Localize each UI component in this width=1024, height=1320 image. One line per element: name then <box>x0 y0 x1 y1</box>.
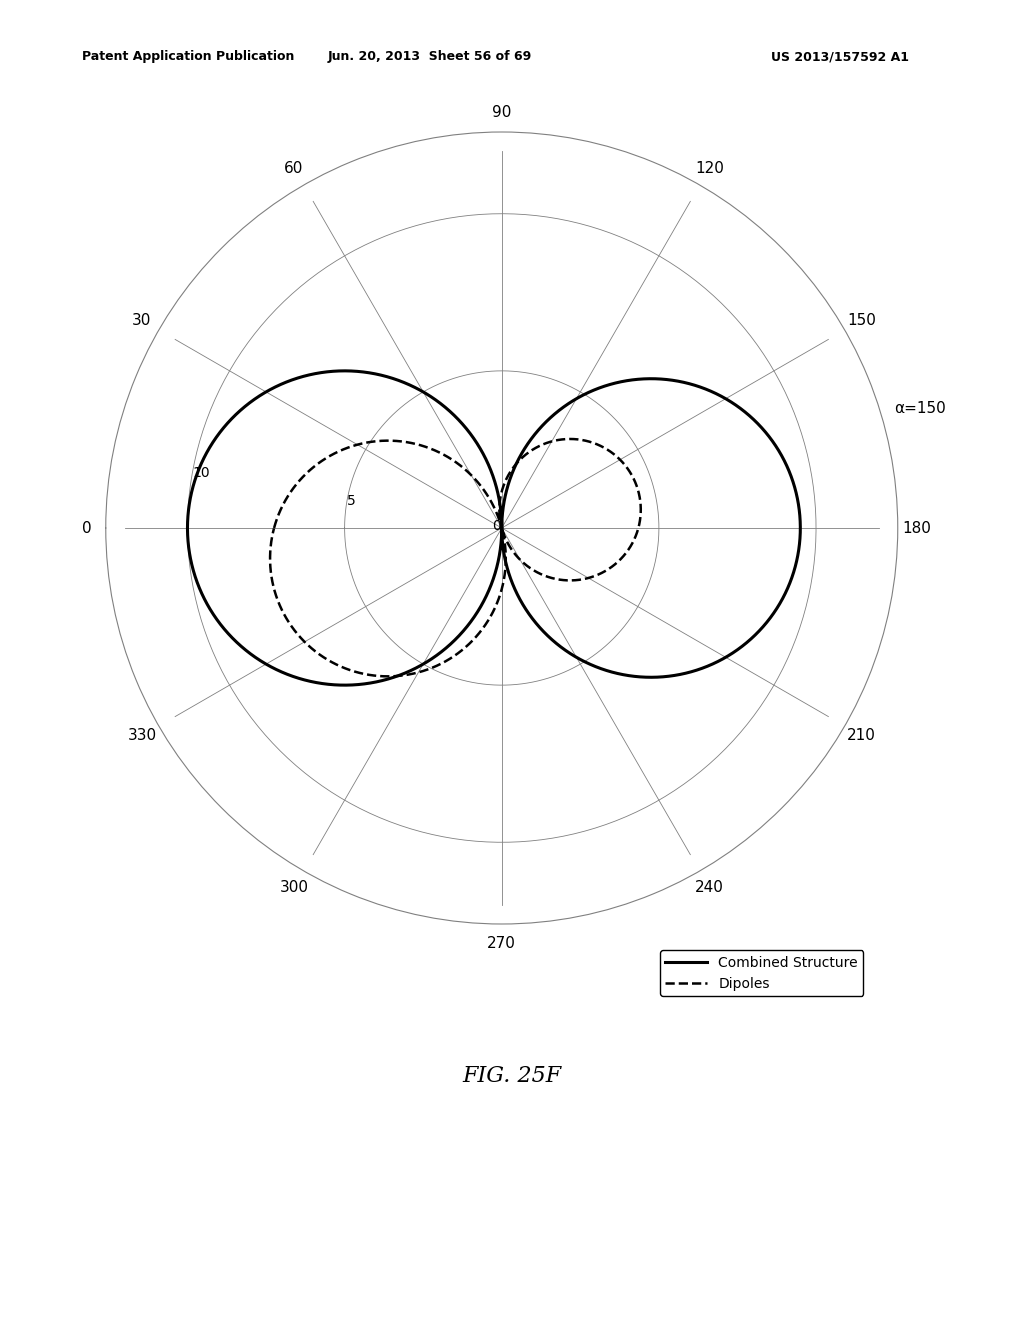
Text: FIG. 25F: FIG. 25F <box>463 1065 561 1086</box>
Text: 5: 5 <box>347 494 355 508</box>
Text: 10: 10 <box>193 466 210 480</box>
Legend: Combined Structure, Dipoles: Combined Structure, Dipoles <box>659 950 863 997</box>
Text: α=150: α=150 <box>894 401 946 416</box>
Text: US 2013/157592 A1: US 2013/157592 A1 <box>771 50 908 63</box>
Text: Jun. 20, 2013  Sheet 56 of 69: Jun. 20, 2013 Sheet 56 of 69 <box>328 50 532 63</box>
Text: Patent Application Publication: Patent Application Publication <box>82 50 294 63</box>
Text: 0: 0 <box>493 519 501 533</box>
